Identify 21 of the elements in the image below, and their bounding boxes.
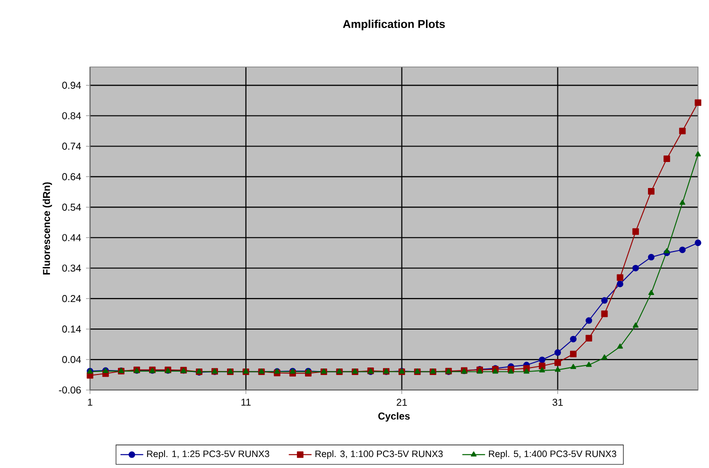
y-tick-label: 0.44 [62,234,81,242]
y-tick-label: 0.34 [62,264,81,272]
y-tick-label: 0.64 [62,173,81,180]
legend-label: Repl. 3, 1:100 PC3-5V RUNX3 [315,450,443,459]
legend-label: Repl. 5, 1:400 PC3-5V RUNX3 [488,450,616,459]
y-tick-label: 0.24 [62,295,81,302]
y-tick-label: 0.94 [62,82,81,89]
y-axis-title: Fluorescence (dRn) [42,182,52,275]
x-tick-label: 11 [241,398,251,406]
y-tick-label: 0.14 [62,326,81,333]
x-tick-label: 31 [552,398,563,406]
y-tick-label: 0.04 [62,356,81,364]
y-tick-label: 0.74 [62,142,81,150]
chart-title: Amplification Plots [342,20,445,30]
y-tick-label: 0.84 [62,112,81,120]
x-tick-label: 1 [88,398,92,406]
y-tick-label: -0.06 [58,386,81,394]
legend-label: Repl. 1, 1:25 PC3-5V RUNX3 [147,450,270,459]
x-tick-label: 21 [396,398,407,406]
y-tick-label: 0.54 [62,204,81,211]
x-axis-title: Cycles [378,412,410,422]
